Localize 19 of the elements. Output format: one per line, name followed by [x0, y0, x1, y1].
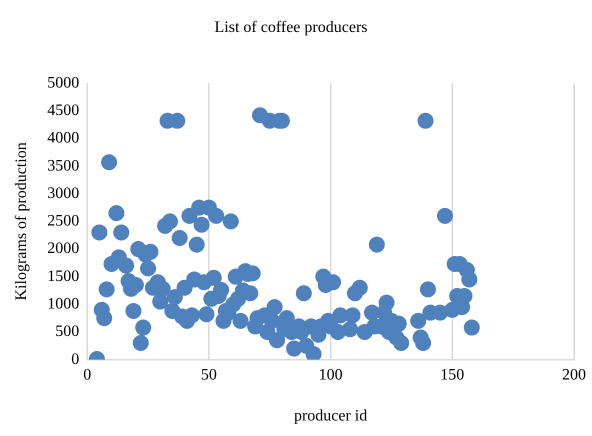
- y-tick-label: 2500: [47, 212, 80, 230]
- x-tick-label: 50: [200, 366, 217, 384]
- y-axis-title: Kilograms of production: [12, 142, 30, 300]
- y-tick-label: 2000: [47, 240, 80, 258]
- y-tick-label: 1000: [47, 296, 80, 313]
- x-axis-title: producer id: [294, 408, 368, 425]
- y-tick-label: 4000: [47, 130, 80, 147]
- y-tick-label: 4500: [47, 102, 80, 120]
- y-tick-label: 0: [71, 350, 80, 368]
- chart-title: List of coffee producers: [214, 18, 368, 36]
- y-tick-label: 3500: [47, 157, 80, 174]
- x-tick-label: 100: [318, 366, 343, 384]
- x-tick-label: 200: [562, 366, 586, 384]
- y-tick-label: 500: [55, 323, 80, 340]
- x-tick-label: 150: [440, 366, 464, 384]
- x-tick-label: 0: [83, 366, 92, 384]
- y-tick-label: 1500: [47, 268, 80, 285]
- y-tick-label: 3000: [47, 184, 80, 202]
- y-tick-label: 5000: [47, 74, 80, 92]
